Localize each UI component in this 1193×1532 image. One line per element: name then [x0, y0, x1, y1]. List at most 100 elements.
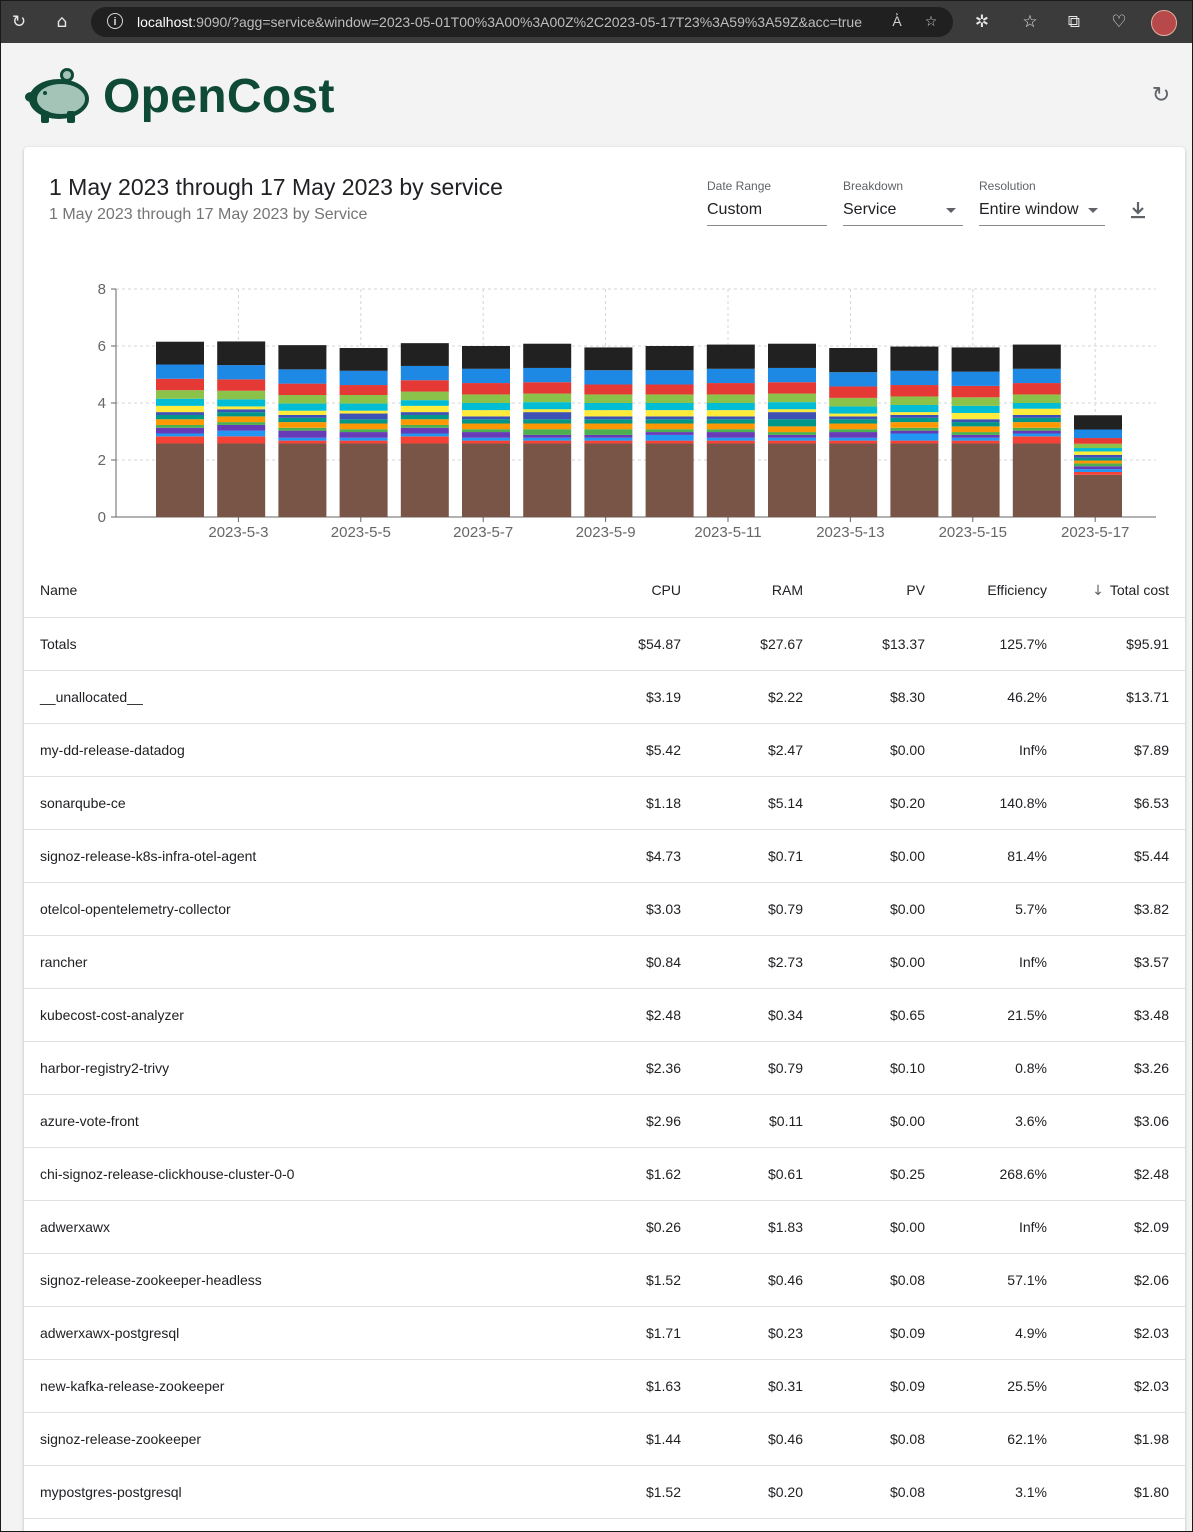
breakdown-select[interactable]: Breakdown Service: [843, 179, 963, 226]
bar-segment: [523, 393, 572, 403]
table-row[interactable]: signoz-release-zookeeper $1.44 $0.46 $0.08 6…: [24, 1413, 1185, 1466]
bar-segment: [1074, 457, 1122, 461]
cell-efficiency: 21.5%: [1007, 1007, 1047, 1023]
table-row[interactable]: mypostgres-postgresql $1.52 $0.20 $0.08 3.1%…: [24, 1466, 1185, 1519]
bar-segment: [523, 429, 572, 435]
totals-row[interactable]: Totals $54.87 $27.67 $13.37 125.7% $95.91: [24, 618, 1185, 671]
bar-segment: [156, 436, 204, 444]
table-row[interactable]: adwerxawx-postgresql $1.71 $0.23 $0.09 4.9% $…: [24, 1307, 1185, 1360]
bar-segment: [706, 344, 755, 369]
table-row[interactable]: signoz-release-zookeeper-headless $1.52 $0…: [24, 1254, 1185, 1307]
col-header-pv[interactable]: PV: [906, 582, 925, 598]
opencost-logo[interactable]: OpenCost: [23, 63, 343, 127]
table-row[interactable]: harbor-registry2-trivy $2.36 $0.79 $0.10 0.8…: [24, 1042, 1185, 1095]
refresh-icon[interactable]: ↻: [1151, 83, 1171, 108]
cell-pv: $0.09: [889, 1378, 925, 1394]
x-tick-label: 2023-5-9: [576, 524, 636, 541]
browser-essentials-icon[interactable]: ♡: [1111, 12, 1127, 32]
sort-descending-icon[interactable]: ↓: [1092, 583, 1104, 599]
site-info-icon[interactable]: i: [107, 13, 123, 29]
cell-ram: $27.67: [760, 636, 803, 652]
bar-segment: [462, 383, 510, 395]
breakdown-underline: [843, 225, 963, 226]
add-favorite-icon[interactable]: ☆: [924, 14, 938, 30]
cell-cpu: $0.26: [645, 1219, 681, 1235]
table-row[interactable]: otelcol-opentelemetry-collector $3.03 $0.7…: [24, 883, 1185, 936]
col-header-efficiency[interactable]: Efficiency: [987, 582, 1047, 598]
extensions-icon[interactable]: ✲: [974, 12, 990, 32]
bar-segment: [400, 427, 449, 434]
bar-segment: [584, 384, 633, 395]
cell-efficiency: 81.4%: [1007, 848, 1047, 864]
bar-segment: [706, 394, 755, 403]
bar-segment: [462, 440, 510, 444]
browser-toolbar: ↻ ⌂ i localhost:9090/?agg=service&window…: [1, 1, 1192, 43]
table-row[interactable]: chi-signoz-release-clickhouse-cluster-0-…: [24, 1148, 1185, 1201]
col-header-ram[interactable]: RAM: [771, 582, 803, 598]
y-tick-label: 2: [98, 452, 106, 469]
table-row[interactable]: rancher $0.84 $2.73 $0.00 Inf% $3.57: [24, 936, 1185, 989]
cell-efficiency: 57.1%: [1007, 1272, 1047, 1288]
cell-name: adwerxawx: [40, 1219, 111, 1235]
bar-segment: [1012, 408, 1061, 415]
download-icon[interactable]: [1127, 199, 1149, 221]
table-row[interactable]: new-kafka-release-zookeeper $1.63 $0.31 $0.…: [24, 1360, 1185, 1413]
read-aloud-icon[interactable]: A͐: [892, 14, 902, 30]
cell-total-cost: $1.98: [1133, 1431, 1169, 1447]
logo-text: OpenCost: [103, 70, 335, 123]
cell-name: signoz-release-zookeeper: [40, 1431, 202, 1447]
bar-segment: [1074, 451, 1122, 455]
address-bar[interactable]: i localhost:9090/?agg=service&window=202…: [91, 7, 953, 37]
breakdown-dropdown-icon[interactable]: [946, 208, 956, 213]
resolution-dropdown-icon[interactable]: [1088, 208, 1098, 213]
breakdown-value[interactable]: Service: [843, 201, 897, 218]
resolution-select[interactable]: Resolution Entire window: [979, 179, 1105, 226]
table-row[interactable]: azure-vote-front $2.96 $0.11 $0.00 3.6% $3.06: [24, 1095, 1185, 1148]
bar-segment: [217, 365, 266, 380]
cell-pv: $0.09: [889, 1325, 925, 1341]
cell-ram: $0.46: [767, 1272, 803, 1288]
cell-name: otelcol-opentelemetry-collector: [40, 901, 231, 917]
table-row[interactable]: kubecost-cost-analyzer $2.48 $0.34 $0.65 21.…: [24, 989, 1185, 1042]
bar-segment: [951, 419, 1000, 423]
col-header-name[interactable]: Name: [40, 582, 78, 598]
bar-segment: [645, 410, 694, 417]
table-body: Totals $54.87 $27.67 $13.37 125.7% $95.91 __un…: [24, 618, 1185, 1519]
url-host: localhost: [137, 14, 193, 30]
favorites-icon[interactable]: ☆: [1022, 12, 1038, 32]
resolution-value[interactable]: Entire window: [979, 201, 1079, 218]
bar-segment: [706, 368, 755, 384]
cell-total-cost: $2.03: [1133, 1378, 1169, 1394]
bar-segment: [768, 367, 816, 383]
date-range-select[interactable]: Date Range Custom: [707, 179, 827, 226]
table-row[interactable]: adwerxawx $0.26 $1.83 $0.00 Inf% $2.09: [24, 1201, 1185, 1254]
table-row[interactable]: sonarqube-ce $1.18 $5.14 $0.20 140.8% $6.53: [24, 777, 1185, 830]
bar-segment: [217, 341, 266, 366]
bar-segment: [645, 346, 694, 371]
x-tick-label: 2023-5-15: [939, 524, 1007, 541]
cell-pv: $13.37: [882, 636, 925, 652]
bar-segment: [584, 429, 633, 435]
bar-segment: [645, 434, 694, 441]
table-row[interactable]: signoz-release-k8s-infra-otel-agent $4.73…: [24, 830, 1185, 883]
home-icon[interactable]: ⌂: [56, 12, 68, 32]
reload-icon[interactable]: ↻: [11, 12, 27, 32]
bar-segment: [645, 429, 694, 433]
bar-segment: [523, 412, 572, 420]
bar-segment: [829, 443, 878, 517]
bar-segment: [400, 443, 449, 517]
table-row[interactable]: my-dd-release-datadog $5.42 $2.47 $0.00 Inf%…: [24, 724, 1185, 777]
cell-total-cost: $2.48: [1133, 1166, 1169, 1182]
collections-icon[interactable]: ⧉: [1067, 12, 1081, 32]
date-range-value[interactable]: Custom: [707, 201, 763, 218]
bar-segment: [523, 443, 572, 517]
profile-avatar[interactable]: [1151, 10, 1177, 36]
col-header-total-cost[interactable]: ↓ Total cost: [1092, 563, 1169, 618]
table-row[interactable]: __unallocated__ $3.19 $2.22 $8.30 46.2% $13.7…: [24, 671, 1185, 724]
bar-segment: [890, 404, 939, 413]
cell-cpu: $3.19: [645, 689, 681, 705]
col-header-cpu[interactable]: CPU: [651, 582, 681, 598]
bar-segment: [1074, 438, 1122, 444]
bar-segment: [1012, 433, 1061, 437]
bar-segment: [339, 403, 388, 411]
